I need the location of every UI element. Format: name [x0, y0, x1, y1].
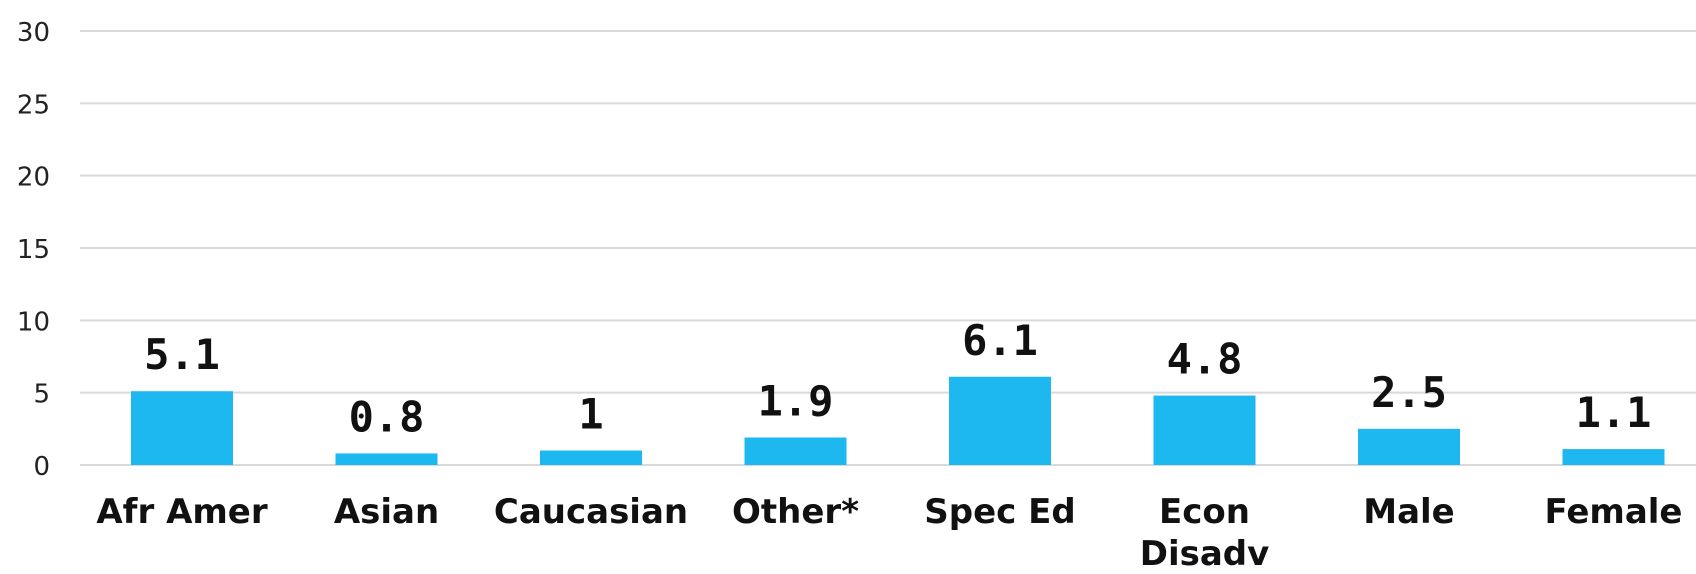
x-tick-label: Other*: [732, 492, 859, 532]
x-tick-label: Econ Disadv: [1140, 492, 1270, 574]
data-label: 1: [578, 390, 603, 439]
x-axis: Afr Amer Asian Caucasian Other* Spec Ed Econ D…: [96, 492, 1682, 574]
data-label: 5.1: [144, 330, 220, 379]
y-tick-label: 10: [17, 307, 50, 337]
data-label: 0.8: [349, 392, 425, 441]
data-label: 1.9: [758, 377, 834, 426]
bar-7: [1358, 428, 1460, 465]
bar-4: [744, 437, 847, 465]
bar-6: [1153, 395, 1256, 465]
data-label: 6.1: [962, 316, 1038, 365]
x-tick-label: Female: [1545, 492, 1683, 532]
x-tick-label: Spec Ed: [924, 492, 1075, 532]
bar-1: [131, 391, 233, 465]
y-tick-label: 20: [17, 163, 50, 193]
x-tick-label: Asian: [334, 492, 439, 532]
bar-8: [1562, 449, 1665, 465]
y-axis: 0 5 10 15 20 25 30: [17, 18, 50, 482]
bar-2: [335, 453, 438, 465]
bars: [131, 376, 1665, 465]
data-label: 1.1: [1576, 388, 1652, 437]
data-label: 4.8: [1167, 335, 1243, 384]
bar-3: [540, 450, 642, 465]
x-tick-label: Caucasian: [494, 492, 688, 532]
x-tick-label: Male: [1363, 492, 1455, 532]
bar-5: [949, 376, 1051, 465]
gridlines: [80, 30, 1696, 466]
y-tick-label: 25: [17, 90, 50, 120]
y-tick-label: 5: [33, 380, 50, 410]
y-tick-label: 15: [17, 235, 50, 265]
data-labels: 5.1 0.8 1 1.9 6.1 4.8 2.5 1.1: [144, 316, 1651, 442]
data-label: 2.5: [1371, 368, 1447, 417]
y-tick-label: 30: [17, 18, 50, 48]
y-tick-label: 0: [33, 452, 50, 482]
x-tick-label: Afr Amer: [96, 492, 268, 532]
